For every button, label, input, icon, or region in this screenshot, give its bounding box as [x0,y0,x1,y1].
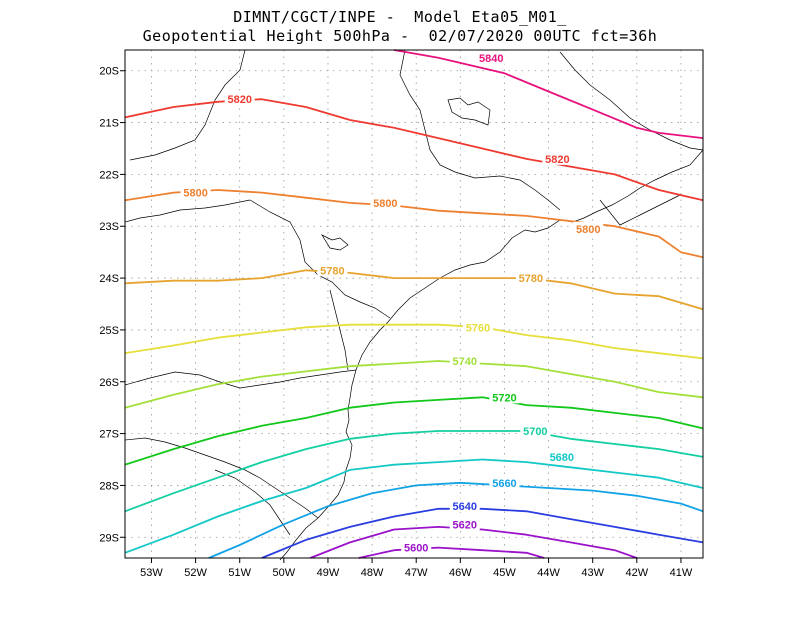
lon-tick-label: 49W [317,567,340,579]
contour-label-bg [489,475,520,489]
contour-label-5780: 5780 [519,273,543,285]
lat-tick-label: 25S [99,325,119,337]
contour-label-bg [520,424,551,437]
contour-label-5600: 5600 [404,543,428,555]
lon-tick-label: 43W [581,567,604,579]
contour-label-5820: 5820 [545,154,569,166]
figure-title-line-1: DIMNT/CGCT/INPE - Model Eta05_M01_ [233,8,567,26]
lat-tick-label: 22S [99,169,119,181]
state-border [124,199,251,223]
lon-tick-label: 50W [273,567,296,579]
contour-label-5780: 5780 [320,265,344,277]
contour-label-bg [449,354,480,368]
lat-tick-label: 21S [99,118,119,130]
figure-title-line-2: Geopotential Height 500hPa - 02/07/2020 … [142,27,658,45]
lake-outline [447,97,491,126]
lat-tick-label: 20S [99,66,119,78]
contour-label-5620: 5620 [452,519,476,531]
contour-label-5800: 5800 [183,188,207,200]
contour-label-bg [476,50,507,64]
contour-label-bg [462,320,493,334]
contour-label-5680: 5680 [550,452,574,464]
contour-line-5660 [208,481,704,559]
contour-label-5720: 5720 [492,392,516,404]
state-border [249,199,391,319]
lon-tick-label: 52W [184,567,207,579]
contour-label-5660: 5660 [492,478,516,490]
lon-tick-label: 48W [361,567,384,579]
lon-tick-label: 53W [140,567,163,579]
contour-label-bg [546,449,577,463]
graticule [125,50,703,558]
lon-tick-label: 51W [228,567,251,579]
map-frame [124,49,704,559]
country-border [214,469,291,536]
contour-label-5840: 5840 [479,53,503,65]
axis-ticks: 53W 52W 51W 50W 49W 48W 47W 46W 45W 44W 43W 42W 41W 2… [99,66,692,579]
contour-label-bg [224,92,255,106]
contour-line-5760 [124,323,704,360]
coastline-and-borders [124,49,704,561]
state-border [399,49,561,211]
contour-label-bg [317,263,348,277]
contour-label-bg [449,499,480,513]
contour-line-5700 [124,430,704,513]
contour-label-5640: 5640 [452,501,476,513]
contour-line-5820 [124,98,704,202]
lat-tick-label: 26S [99,377,119,389]
height-contours [124,49,704,559]
lon-tick-label: 44W [537,567,560,579]
lon-tick-label: 42W [626,567,649,579]
contour-label-bg [449,517,480,531]
contour-line-5840 [393,49,704,139]
lat-tick-label: 28S [99,480,119,492]
contour-line-5620 [309,526,638,559]
contour-labels: 5840 5820 5820 5800 5800 5800 5780 5780 5760 5740… [180,50,604,555]
lat-tick-label: 24S [99,273,119,285]
state-border [329,289,349,371]
contour-line-5800 [124,189,704,259]
lon-tick-label: 47W [405,567,428,579]
contour-line-5740 [124,360,704,409]
contour-label-bg [180,185,211,199]
state-border [129,49,246,161]
contour-line-5720 [124,396,704,466]
contour-label-5740: 5740 [452,356,476,368]
lon-tick-label: 46W [449,567,472,579]
contour-label-5700: 5700 [523,426,547,438]
contour-label-bg [542,151,573,165]
state-border [599,194,681,226]
state-border [124,437,319,519]
lon-tick-label: 41W [670,567,693,579]
contour-label-bg [370,195,401,209]
state-border [559,51,704,151]
contour-label-5800: 5800 [373,198,397,210]
contour-label-bg [489,390,520,404]
contour-line-5600 [358,546,545,559]
lake-outline [321,234,349,251]
lon-tick-label: 45W [493,567,516,579]
contour-label-5820: 5820 [227,94,251,106]
contour-label-bg [573,221,604,235]
state-border [124,369,357,389]
lat-tick-label: 23S [99,221,119,233]
contour-line-5640 [261,507,704,559]
contour-label-bg [401,540,432,554]
lat-tick-label: 29S [99,532,119,544]
contour-line-5780 [124,269,704,311]
contour-label-bg [515,271,546,285]
contour-label-5800: 5800 [576,224,600,236]
contour-line-5680 [124,458,704,554]
lat-tick-label: 27S [99,429,119,441]
coastline [279,149,704,561]
contour-label-5760: 5760 [466,322,490,334]
